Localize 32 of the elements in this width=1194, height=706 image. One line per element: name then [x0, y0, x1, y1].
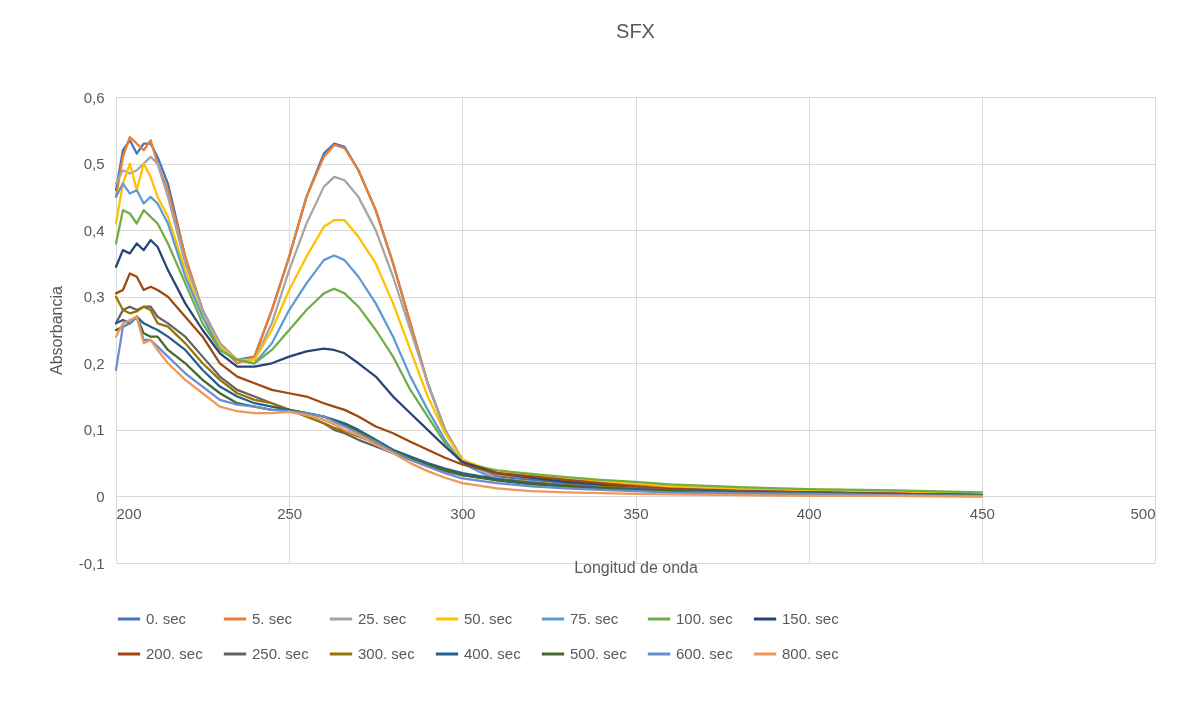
legend-label: 25. sec — [358, 610, 407, 627]
x-tick-label: 400 — [796, 504, 822, 522]
x-tick-label: 300 — [450, 504, 476, 522]
x-tick-label: 450 — [969, 504, 995, 522]
legend-label: 200. sec — [146, 645, 204, 662]
legend-label: 5. sec — [252, 610, 293, 627]
x-tick-label: 350 — [623, 504, 649, 522]
legend-label: 400. sec — [464, 645, 522, 662]
legend-label: 600. sec — [676, 645, 734, 662]
y-tick-label: 0,3 — [83, 288, 105, 306]
x-tick-label: 500 — [1130, 504, 1156, 522]
legend-label: 50. sec — [464, 610, 513, 627]
y-axis-title: Absorbancia — [47, 285, 65, 375]
x-tick-label: 250 — [277, 504, 303, 522]
legend-label: 75. sec — [570, 610, 619, 627]
legend-label: 150. sec — [782, 610, 840, 627]
y-tick-label: 0,1 — [83, 421, 105, 439]
legend-label: 0. sec — [146, 610, 187, 627]
legend-label: 300. sec — [358, 645, 416, 662]
y-tick-label: 0,6 — [83, 88, 105, 106]
x-tick-label: 200 — [116, 504, 142, 522]
legend-label: 500. sec — [570, 645, 628, 662]
y-tick-label: 0,5 — [83, 155, 105, 173]
y-tick-label: 0,4 — [83, 221, 105, 239]
y-tick-label: 0 — [96, 487, 105, 505]
y-tick-label: -0,1 — [78, 554, 105, 572]
y-tick-label: 0,2 — [83, 354, 105, 372]
legend-label: 100. sec — [676, 610, 734, 627]
legend-label: 250. sec — [252, 645, 310, 662]
legend-label: 800. sec — [782, 645, 840, 662]
x-axis-title: Longitud de onda — [574, 558, 698, 576]
chart-title: SFX — [616, 20, 655, 42]
